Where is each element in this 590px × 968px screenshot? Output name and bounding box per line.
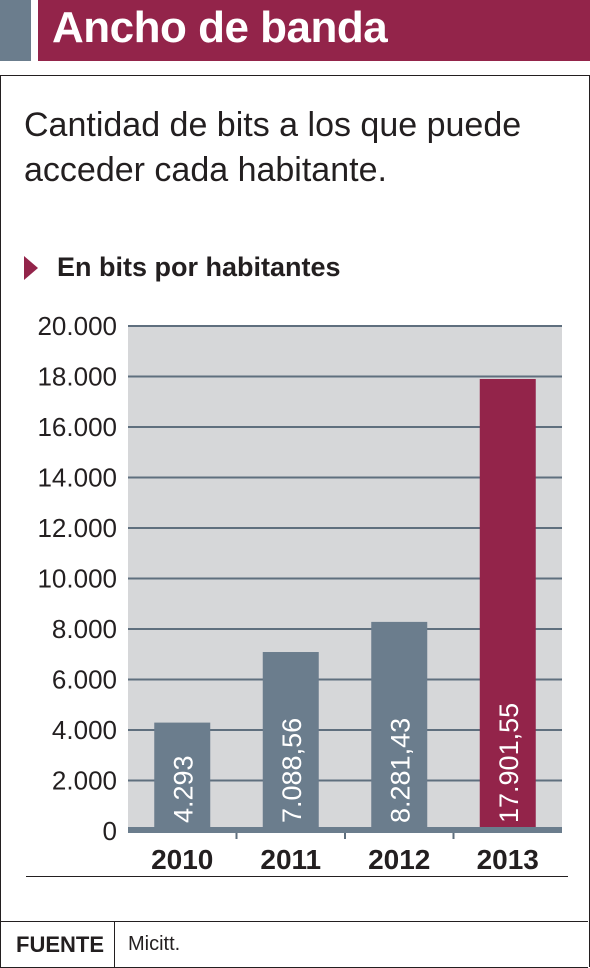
- x-tick-label: 2010: [151, 844, 213, 875]
- y-tick-label: 8.000: [52, 614, 117, 644]
- source-value: Micitt.: [128, 933, 181, 955]
- chart-bottom-rule: [26, 876, 568, 877]
- baseline: [128, 827, 562, 833]
- chart-subtitle: Cantidad de bits a los que puede acceder…: [24, 106, 522, 189]
- bar: [371, 621, 428, 831]
- bar-value-label: 7.088,56: [277, 718, 307, 823]
- x-tick-label: 2012: [368, 844, 430, 875]
- y-tick-label: 12.000: [37, 513, 117, 543]
- bar-value-label: 4.293: [168, 755, 198, 823]
- y-tick-label: 0: [103, 816, 117, 846]
- bar: [154, 722, 211, 831]
- source-label: FUENTE: [16, 932, 104, 957]
- y-tick-label: 20.000: [37, 311, 117, 341]
- y-tick-label: 6.000: [52, 665, 117, 695]
- y-tick-label: 18.000: [37, 362, 117, 392]
- x-tick-label: 2011: [260, 844, 321, 875]
- x-tick-label: 2013: [477, 844, 539, 875]
- bar-value-label: 17.901,55: [494, 703, 524, 823]
- caret-right-icon: [24, 256, 38, 280]
- footer-divider: [114, 922, 115, 967]
- header-accent-block: [0, 0, 31, 61]
- chart-title: Ancho de banda: [52, 3, 388, 52]
- unit-label: En bits por habitantes: [57, 252, 341, 282]
- bar-chart: 0 2.000 4.000 6.000 8.000 10.000 12.000 14.000 1…: [37, 311, 562, 875]
- y-tick-label: 14.000: [37, 463, 117, 493]
- title-bar: [38, 0, 590, 61]
- y-tick-label: 10.000: [37, 564, 117, 594]
- footer: FUENTE Micitt.: [0, 921, 588, 968]
- bar: [262, 652, 319, 831]
- y-tick-label: 4.000: [52, 715, 117, 745]
- y-tick-label: 16.000: [37, 412, 117, 442]
- bar-value-label: 8.281,43: [385, 718, 415, 823]
- bar: [479, 378, 536, 831]
- y-tick-label: 2.000: [52, 766, 117, 796]
